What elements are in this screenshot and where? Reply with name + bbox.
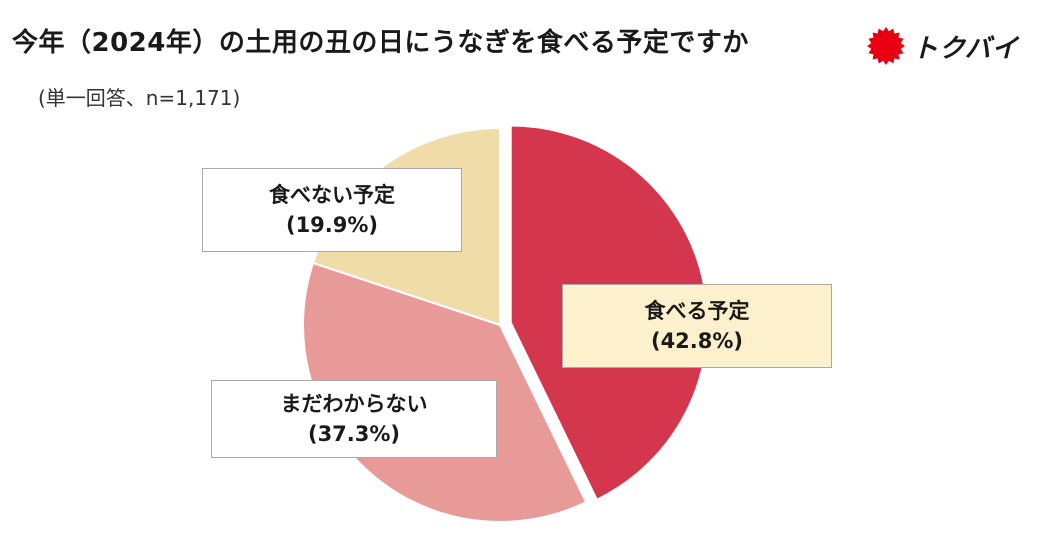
slice-label-unsure-value: (37.3%)	[307, 422, 401, 446]
slice-label-eat-value: (42.8%)	[650, 329, 744, 353]
slice-label-not-eat: 食べない予定 (19.9%)	[202, 168, 462, 252]
slice-label-eat-name: 食べる予定	[644, 298, 750, 323]
slice-label-eat: 食べる予定 (42.8%)	[562, 284, 832, 368]
slice-label-unsure-name: まだわからない	[280, 391, 428, 416]
slice-label-not-eat-name: 食べない予定	[269, 182, 395, 207]
chart-title: 今年（2024年）の土用の丑の日にうなぎを食べる予定ですか	[12, 28, 749, 58]
chart-subtitle: (単一回答、n=1,171)	[38, 86, 241, 110]
brand-logo: トクバイ	[864, 24, 1019, 68]
red-sun-burst-icon	[867, 27, 905, 65]
slice-label-not-eat-value: (19.9%)	[285, 213, 379, 237]
brand-name: トクバイ	[912, 33, 1019, 64]
slice-label-unsure: まだわからない (37.3%)	[211, 380, 497, 458]
